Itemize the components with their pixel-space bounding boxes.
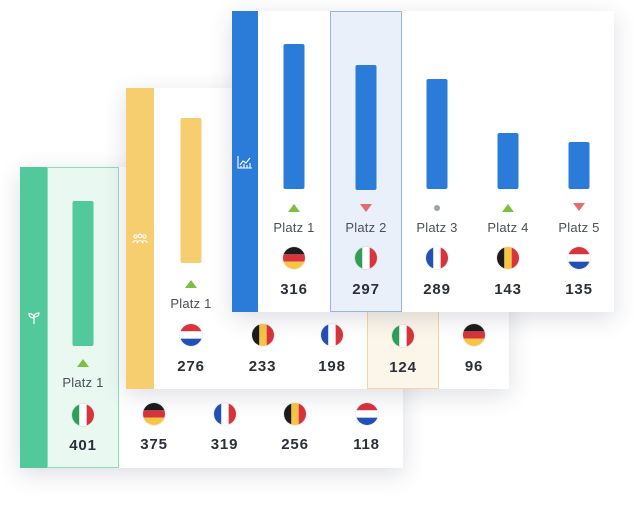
rank-label: Platz 3 — [416, 220, 458, 235]
leaderboard-column-2[interactable]: Platz 2 297 — [330, 11, 402, 312]
netherlands-flag — [355, 403, 378, 425]
italy-flag — [72, 404, 94, 426]
card-strip — [20, 167, 47, 468]
leaderboard-column-2[interactable]: 233 — [228, 88, 297, 389]
rank-label: Platz 1 — [170, 296, 212, 311]
sprout-icon — [27, 311, 41, 325]
leaderboard-column-2[interactable]: 375 — [119, 167, 189, 468]
card-strip — [126, 88, 154, 389]
leaderboard-column-4[interactable]: 256 — [260, 167, 330, 468]
score-value: 289 — [423, 281, 451, 298]
germany-flag — [143, 403, 165, 425]
italy-flag — [355, 247, 377, 269]
people-group-icon — [132, 233, 148, 245]
germany-flag — [283, 247, 305, 269]
trend-up-icon — [184, 279, 198, 289]
score-bar — [568, 142, 590, 189]
trend-up-icon — [287, 203, 301, 213]
score-bar — [497, 133, 519, 189]
leaderboard-column-1[interactable]: Platz 1 276 — [154, 88, 228, 389]
belgium-flag — [497, 247, 519, 269]
leaderboard-column-3[interactable]: 319 — [189, 167, 260, 468]
rank-label: Platz 2 — [345, 220, 387, 235]
score-value: 256 — [281, 436, 309, 453]
leaderboard-column-3[interactable]: 198 — [297, 88, 367, 389]
score-value: 375 — [140, 436, 168, 453]
line-chart-icon — [237, 155, 253, 169]
france-flag — [213, 403, 236, 425]
trend-down-icon — [359, 203, 373, 213]
leaderboard-column-3[interactable]: Platz 3 289 — [402, 11, 472, 312]
score-value: 135 — [565, 281, 593, 298]
score-value: 401 — [69, 437, 97, 454]
italy-flag — [392, 325, 414, 347]
france-flag — [426, 247, 448, 269]
leaderboard-column-1[interactable]: Platz 1 401 — [47, 167, 119, 468]
score-value: 124 — [389, 359, 417, 376]
score-bar — [283, 44, 305, 189]
score-value: 319 — [210, 436, 239, 453]
trend-same-icon — [430, 203, 444, 213]
score-value: 316 — [280, 281, 308, 298]
rank-label: Platz 4 — [487, 220, 529, 235]
score-bar — [426, 79, 448, 189]
rank-label: Platz 5 — [558, 220, 600, 235]
leaderboard-column-5[interactable]: 96 — [439, 88, 509, 389]
score-bar — [180, 118, 202, 263]
leaderboard-column-4[interactable]: Platz 4 143 — [472, 11, 544, 312]
netherlands-flag — [180, 324, 202, 346]
ranking-card-blue: Platz 1 316 Platz 2 297 Platz 3 289 Pl — [232, 11, 614, 312]
leaderboard-column-5[interactable]: Platz 5 135 — [544, 11, 614, 312]
rank-label: Platz 1 — [273, 220, 315, 235]
score-value: 297 — [352, 281, 380, 298]
trend-up-icon — [501, 203, 515, 213]
score-bar — [72, 201, 94, 346]
score-value: 233 — [248, 358, 277, 375]
score-bar — [355, 65, 377, 190]
france-flag — [321, 324, 343, 346]
score-value: 118 — [353, 436, 380, 453]
belgium-flag — [251, 324, 274, 346]
score-value: 276 — [177, 358, 205, 375]
rank-label: Platz 1 — [62, 375, 104, 390]
germany-flag — [463, 324, 485, 346]
score-value: 143 — [494, 281, 522, 298]
card-strip — [232, 11, 258, 312]
trend-up-icon — [76, 358, 90, 368]
netherlands-flag — [568, 247, 590, 269]
trend-down-icon — [572, 202, 586, 212]
score-value: 96 — [464, 358, 484, 375]
leaderboard-column-1[interactable]: Platz 1 316 — [258, 11, 330, 312]
leaderboard-column-5[interactable]: 118 — [330, 167, 403, 468]
belgium-flag — [284, 403, 306, 425]
score-value: 198 — [318, 358, 346, 375]
